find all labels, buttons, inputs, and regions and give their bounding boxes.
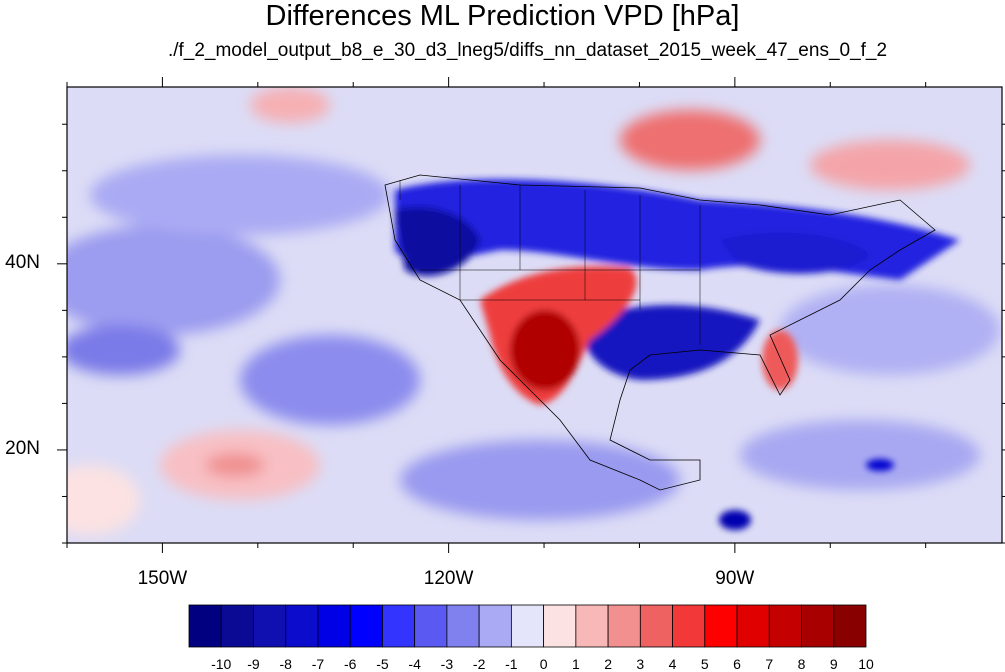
colorbar-label: -6	[343, 656, 357, 672]
colorbar-swatch	[382, 604, 416, 648]
anomaly-northwest-core	[395, 206, 480, 276]
state-boundaries	[399, 180, 701, 345]
anomaly-pacific-southwest	[67, 325, 180, 375]
colorbar-label: -4	[408, 656, 421, 672]
colorbar-swatch	[220, 604, 254, 648]
map-field	[67, 87, 1002, 543]
anomaly-pacific-central	[240, 335, 420, 425]
anomaly-northeast-warm	[810, 140, 970, 190]
colorbar-label: -9	[247, 656, 260, 672]
longitude-label: 120W	[423, 568, 474, 589]
colorbar-label: -10	[211, 656, 232, 672]
colorbar-label: -7	[311, 656, 325, 672]
colorbar-swatch	[575, 604, 609, 648]
colorbar-swatch	[414, 604, 448, 648]
colorbar-swatch	[285, 604, 319, 648]
colorbar-label: 8	[797, 656, 806, 672]
plot-frame	[66, 86, 1003, 544]
colorbar-swatch	[188, 604, 222, 648]
map-title: Differences ML Prediction VPD [hPa]	[265, 0, 740, 32]
colorbar-label: 0	[539, 656, 548, 672]
colorbar-label: -8	[279, 656, 292, 672]
colorbar-label: 4	[668, 656, 677, 672]
colorbar-swatch	[607, 604, 641, 648]
colorbar-label: 10	[858, 656, 874, 672]
colorbar-label: -2	[472, 656, 486, 672]
latitude-label: 40N	[5, 251, 40, 273]
anomaly-caribbean	[740, 420, 980, 490]
colorbar-label: -1	[505, 656, 518, 672]
colorbar-label: 9	[829, 656, 838, 672]
colorbar-swatch	[833, 604, 867, 648]
colorbar-label: -5	[376, 656, 389, 672]
longitude-label: 150W	[137, 568, 188, 589]
anomaly-south-central	[580, 305, 760, 380]
colorbar-swatch	[446, 604, 480, 648]
anomaly-southwest-core	[510, 310, 580, 390]
anomaly-southwest-corner	[67, 465, 140, 535]
longitude-label: 90W	[715, 568, 755, 589]
latitude-label: 20N	[5, 437, 40, 459]
anomaly-atlantic	[780, 285, 1000, 375]
anomaly-pacific-west	[67, 225, 280, 335]
anomaly-pacific-warm-core	[205, 453, 265, 477]
anomaly-caribbean-spot	[866, 459, 894, 471]
colorbar-swatch	[478, 604, 512, 648]
anomaly-central-america-spot	[719, 510, 751, 530]
colorbar-swatch	[510, 604, 545, 648]
map-subtitle: ./f_2_model_output_b8_e_30_d3_lneg5/diff…	[167, 40, 888, 61]
colorbar-label: 3	[636, 656, 645, 672]
colorbar-swatch	[639, 604, 673, 648]
colorbar-label: 5	[700, 656, 709, 672]
colorbar-swatch	[253, 604, 287, 648]
anomaly-canada-warm	[620, 110, 760, 170]
anomaly-florida-warm	[762, 330, 798, 390]
anomaly-pacific-north	[90, 155, 390, 235]
colorbar-swatch	[801, 604, 835, 648]
colorbar-label: 6	[733, 656, 741, 672]
colorbar-swatch	[543, 604, 577, 648]
anomaly-great-lakes	[720, 232, 870, 274]
colorbar-label: 1	[571, 656, 580, 672]
colorbar-swatch	[736, 604, 770, 648]
anomaly-mexico-south	[400, 440, 680, 520]
colorbar-swatch	[317, 604, 351, 648]
colorbar-swatch	[704, 604, 738, 648]
land-outline	[384, 174, 936, 491]
colorbar	[188, 604, 867, 648]
colorbar-swatch	[672, 604, 706, 648]
anomaly-alaska-warm	[250, 87, 330, 123]
colorbar-label: 2	[604, 656, 612, 672]
colorbar-label: -3	[440, 656, 454, 672]
colorbar-swatch	[349, 604, 383, 648]
colorbar-swatch	[768, 604, 802, 648]
colorbar-label: 7	[765, 656, 774, 672]
